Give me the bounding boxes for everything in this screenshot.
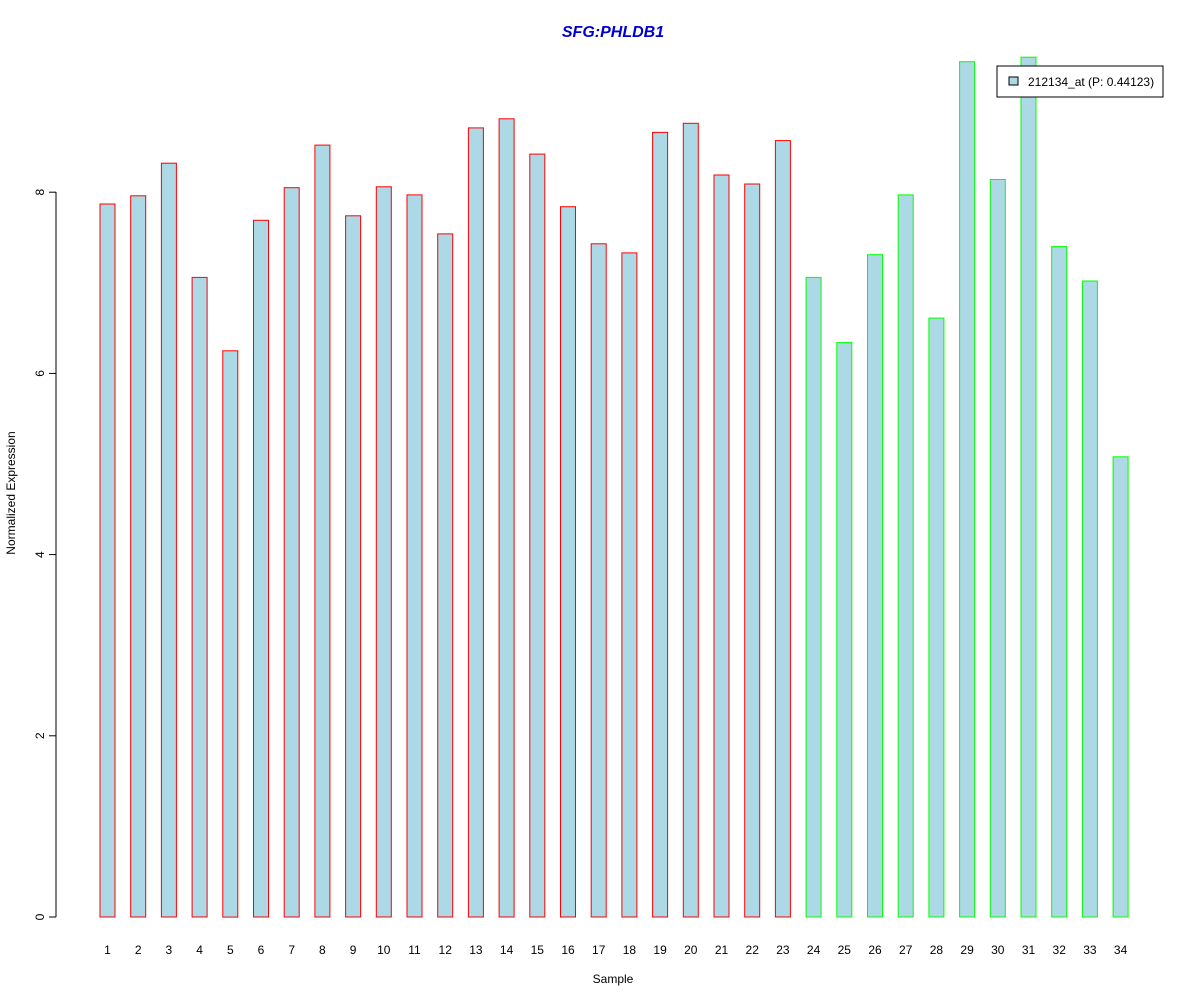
x-tick-label: 24: [807, 943, 821, 957]
x-tick-label: 2: [135, 943, 142, 957]
bar-sample-12: [437, 233, 454, 918]
bar-sample-3: [160, 162, 177, 918]
x-tick-label: 27: [899, 943, 913, 957]
y-axis-label: Normalized Expression: [4, 431, 18, 554]
x-tick-label: 22: [746, 943, 760, 957]
bar-sample-34: [1112, 456, 1129, 918]
bar-sample-19: [652, 131, 669, 918]
y-tick-label: 8: [33, 189, 47, 196]
x-tick-label: 18: [623, 943, 637, 957]
bar-sample-29: [959, 61, 976, 918]
bar-sample-22: [744, 183, 761, 918]
bar-sample-20: [682, 122, 699, 918]
x-tick-label: 12: [439, 943, 453, 957]
x-tick-label: 9: [350, 943, 357, 957]
x-tick-label: 25: [838, 943, 852, 957]
bar-sample-31: [1020, 56, 1037, 918]
bars-group: [99, 56, 1129, 918]
x-tick-label: 6: [258, 943, 265, 957]
bar-sample-6: [253, 219, 269, 918]
y-tick-label: 0: [33, 913, 47, 920]
bar-sample-13: [467, 127, 484, 918]
legend-box: [996, 65, 1164, 98]
bar-sample-5: [222, 350, 239, 918]
x-tick-label: 7: [288, 943, 295, 957]
y-tick-label: 6: [33, 370, 47, 377]
bar-sample-18: [621, 252, 638, 918]
x-axis-label: Sample: [593, 972, 634, 986]
x-tick-label: 1: [104, 943, 111, 957]
y-tick-label: 4: [33, 551, 47, 558]
x-tick-label: 5: [227, 943, 234, 957]
x-tick-label: 23: [776, 943, 790, 957]
x-tick-label: 33: [1083, 943, 1097, 957]
x-tick-label: 3: [166, 943, 173, 957]
bar-sample-32: [1051, 246, 1068, 918]
bar-sample-30: [989, 179, 1006, 918]
bar-sample-1: [99, 203, 116, 918]
bar-sample-24: [805, 276, 822, 918]
x-tick-label: 32: [1053, 943, 1067, 957]
bar-sample-11: [406, 194, 423, 918]
bar-sample-33: [1081, 280, 1098, 918]
legend: 212134_at (P: 0.44123): [996, 65, 1164, 98]
x-tick-label: 11: [408, 943, 421, 957]
legend-swatch: [1008, 76, 1019, 86]
x-tick-label: 29: [960, 943, 974, 957]
x-tick-label: 4: [196, 943, 203, 957]
legend-label: 212134_at (P: 0.44123): [1028, 75, 1154, 89]
x-tick-label: 15: [531, 943, 545, 957]
x-tick-label: 10: [377, 943, 391, 957]
x-tick-label: 34: [1114, 943, 1128, 957]
bar-sample-8: [314, 144, 331, 918]
bar-sample-15: [529, 153, 546, 918]
bar-sample-4: [191, 276, 208, 918]
x-tick-label: 19: [653, 943, 667, 957]
y-axis: 0 2 4 6 8: [33, 189, 57, 920]
bar-sample-27: [897, 194, 914, 918]
x-tick-label: 30: [991, 943, 1005, 957]
bar-sample-9: [345, 215, 362, 918]
bar-sample-7: [283, 187, 300, 918]
bar-sample-26: [867, 254, 883, 918]
x-tick-labels: 1 2 3 4 5 6 7 8 9 10 11 12 13 14 15 16 17 18 19 20 21 22 23 24 2…: [104, 943, 1127, 957]
x-tick-label: 20: [684, 943, 698, 957]
chart-title: SFG:PHLDB1: [562, 24, 664, 41]
x-tick-label: 8: [319, 943, 326, 957]
x-tick-label: 16: [561, 943, 575, 957]
x-tick-label: 17: [592, 943, 606, 957]
bar-sample-17: [590, 243, 607, 918]
x-tick-label: 31: [1022, 943, 1036, 957]
x-tick-label: 13: [469, 943, 483, 957]
bar-sample-2: [130, 195, 147, 918]
bar-sample-14: [498, 118, 515, 918]
bar-sample-25: [836, 342, 853, 918]
bar-sample-21: [713, 174, 730, 918]
bar-sample-23: [774, 140, 791, 918]
bar-sample-16: [560, 206, 576, 918]
bar-sample-28: [928, 317, 945, 918]
x-tick-label: 28: [930, 943, 944, 957]
y-tick-label: 2: [33, 732, 47, 739]
x-tick-label: 14: [500, 943, 514, 957]
bar-sample-10: [375, 186, 392, 918]
x-tick-label: 21: [715, 943, 729, 957]
x-tick-label: 26: [868, 943, 882, 957]
